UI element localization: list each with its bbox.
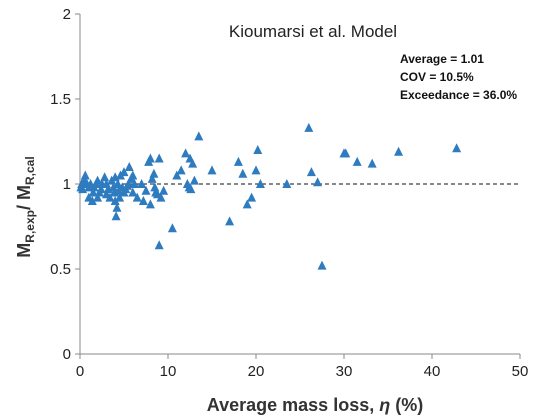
- data-point: [156, 192, 166, 202]
- data-point: [147, 173, 157, 183]
- x-tick-label: 0: [76, 363, 84, 380]
- y-tick-label: 2: [63, 6, 71, 23]
- y-axis-title-main-1: M: [14, 243, 34, 258]
- data-point: [181, 148, 191, 158]
- stats-box: Average = 1.01 COV = 10.5% Exceedance = …: [400, 52, 517, 102]
- chart-title: Kioumarsi et al. Model: [229, 22, 397, 41]
- data-point: [341, 148, 351, 158]
- data-point: [186, 184, 196, 194]
- data-point: [313, 177, 323, 187]
- y-tick-label: 0.5: [50, 261, 71, 278]
- data-point: [145, 199, 155, 209]
- data-point: [194, 131, 204, 141]
- y-axis-title-main-2: M: [14, 185, 34, 200]
- data-point: [93, 192, 103, 202]
- data-point: [304, 122, 314, 132]
- data-point: [172, 170, 182, 180]
- data-point: [108, 182, 118, 192]
- data-point: [87, 196, 97, 205]
- data-point: [253, 145, 263, 154]
- x-tick-label: 50: [512, 363, 529, 380]
- data-point: [233, 156, 243, 166]
- stat-average: Average = 1.01: [400, 52, 484, 66]
- x-tick-label: 10: [160, 363, 177, 380]
- data-point: [128, 187, 138, 197]
- y-tick-label: 0: [63, 346, 71, 363]
- y-tick-label: 1: [63, 176, 71, 193]
- stat-cov: COV = 10.5%: [400, 70, 474, 84]
- y-axis-title-sub-1: R,exp: [23, 210, 37, 243]
- x-axis-title-prefix: Average mass loss,: [207, 395, 379, 415]
- data-point: [207, 165, 217, 175]
- data-point: [141, 185, 151, 195]
- data-point: [80, 170, 90, 180]
- data-point: [159, 185, 169, 195]
- data-point: [238, 168, 248, 178]
- data-point: [93, 175, 103, 185]
- data-point: [111, 211, 121, 221]
- y-tick-label: 1.5: [50, 91, 71, 108]
- x-tick-label: 20: [248, 363, 265, 380]
- x-tick-label: 30: [336, 363, 353, 380]
- data-point: [167, 223, 177, 233]
- data-point: [137, 179, 147, 188]
- data-point: [124, 162, 134, 171]
- data-point: [115, 192, 125, 202]
- data-point: [282, 179, 292, 188]
- x-axis-title-suffix: (%): [390, 395, 423, 415]
- data-point: [452, 143, 462, 153]
- data-point: [105, 192, 115, 202]
- x-tick-label: 40: [424, 363, 441, 380]
- data-point: [154, 240, 164, 250]
- stat-exceedance: Exceedance = 36.0%: [400, 88, 517, 102]
- data-point: [145, 153, 155, 163]
- x-axis-title-symbol: η: [379, 395, 390, 415]
- data-point: [96, 184, 106, 194]
- y-axis-title-slash: /: [14, 200, 34, 210]
- data-point: [225, 216, 235, 226]
- data-point: [130, 179, 140, 188]
- data-point: [150, 182, 160, 192]
- data-point: [100, 172, 110, 182]
- data-point: [128, 170, 138, 180]
- y-axis-title-sub-2: R,cal: [23, 156, 37, 185]
- data-point: [352, 156, 362, 166]
- data-point: [119, 167, 129, 177]
- data-point: [255, 179, 265, 188]
- x-axis-title: Average mass loss, η (%): [207, 395, 423, 415]
- data-point: [176, 165, 186, 175]
- data-point: [189, 175, 199, 185]
- data-point: [149, 168, 159, 178]
- y-axis-title: MR,exp/ MR,cal: [14, 156, 37, 257]
- data-point: [188, 158, 198, 168]
- data-point: [123, 179, 133, 188]
- data-point: [247, 192, 257, 202]
- data-point: [317, 260, 327, 270]
- tick-marks: 0 10 20 30 40 50 0 0.5 1 1.5 2: [50, 6, 528, 380]
- data-point: [394, 146, 404, 156]
- data-point: [242, 199, 252, 209]
- data-point: [138, 196, 148, 205]
- data-point: [251, 165, 261, 175]
- data-points: [76, 122, 462, 270]
- data-point: [154, 153, 164, 163]
- data-point: [110, 196, 120, 205]
- data-point: [132, 192, 142, 202]
- data-point: [367, 158, 377, 168]
- data-point: [88, 187, 98, 197]
- data-point: [112, 202, 122, 212]
- data-point: [113, 179, 123, 188]
- data-point: [306, 167, 316, 177]
